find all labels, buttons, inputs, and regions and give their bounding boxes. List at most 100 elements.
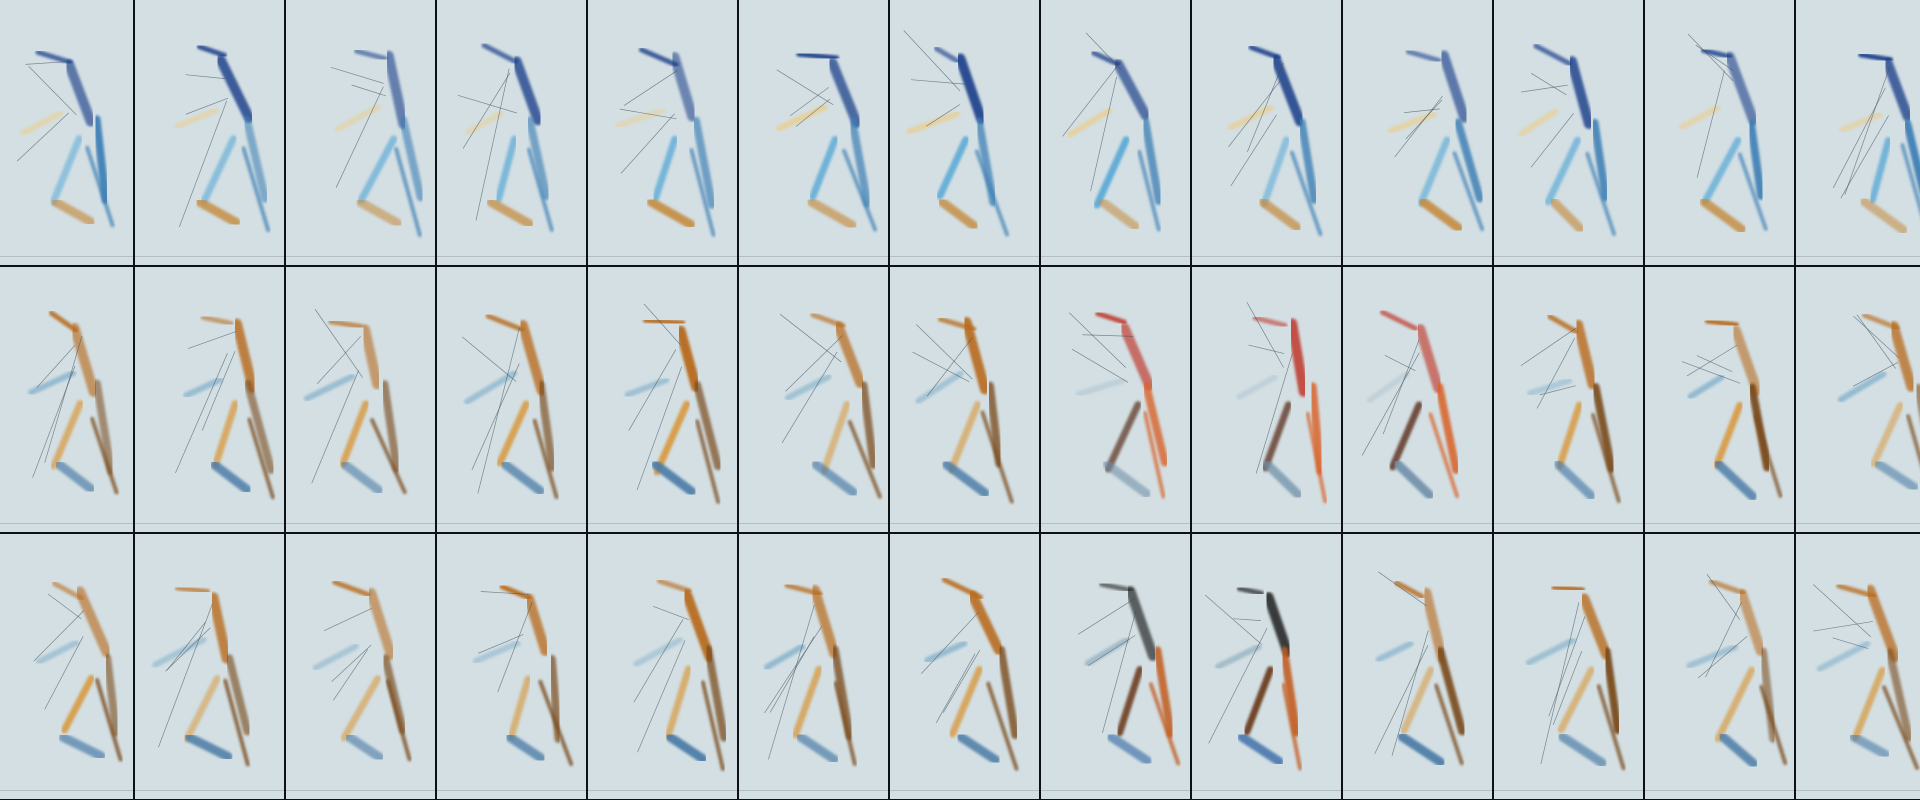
insect-limb-stroke: [51, 581, 85, 601]
insect-limb-stroke: [830, 645, 854, 741]
insect-limb-stroke: [763, 643, 806, 671]
insect-illustration: [174, 44, 271, 233]
insect-illustration: [624, 303, 722, 504]
antenna-line: [795, 98, 831, 127]
figure-panel: [890, 0, 1039, 265]
antenna-line: [1102, 610, 1137, 734]
insect-limb-stroke: [1558, 732, 1607, 768]
antenna-line: [471, 363, 520, 471]
insect-limb-stroke: [1888, 321, 1917, 392]
insect-limb-stroke: [1236, 374, 1278, 401]
insect-limb-stroke: [1400, 666, 1435, 735]
antenna-line: [1697, 635, 1748, 679]
antenna-line: [185, 74, 225, 79]
insect-limb-stroke: [937, 197, 979, 231]
insect-limb-stroke: [74, 586, 112, 658]
insect-limb-stroke: [174, 107, 220, 130]
antenna-line: [1856, 314, 1896, 369]
insect-limb-stroke: [1405, 49, 1442, 63]
insect-limb-stroke: [646, 197, 696, 229]
insect-limb-stroke: [85, 145, 115, 228]
antenna-line: [1840, 115, 1889, 199]
insect-limb-stroke: [985, 381, 1004, 468]
antenna-line: [1062, 61, 1121, 137]
insect-limb-stroke: [1236, 585, 1265, 596]
antenna-line: [1255, 353, 1293, 474]
insect-limb-stroke: [183, 675, 221, 743]
insect-limb-stroke: [212, 400, 239, 469]
antenna-line: [943, 649, 981, 713]
antenna-line: [316, 336, 361, 384]
antenna-line: [201, 350, 236, 431]
insect-limb-stroke: [394, 147, 422, 237]
insect-limb-stroke: [58, 732, 106, 761]
insect-limb-stroke: [1687, 374, 1725, 400]
antenna-line: [462, 72, 511, 149]
insect-illustration: [615, 47, 716, 237]
antenna-line: [1208, 627, 1268, 744]
insect-limb-stroke: [1393, 459, 1435, 500]
insect-limb-stroke: [1148, 682, 1181, 766]
insect-limb-stroke: [1435, 382, 1461, 474]
insect-illustration: [1227, 44, 1323, 237]
insect-illustration: [175, 314, 276, 500]
figure-panel: [1041, 534, 1190, 799]
insect-limb-stroke: [303, 373, 356, 402]
insect-limb-stroke: [1428, 412, 1460, 499]
figure-panel: [739, 534, 888, 799]
panel-footer-rule: [890, 256, 1039, 257]
insect-limb-stroke: [200, 314, 234, 326]
insect-illustration: [33, 581, 123, 762]
panel-footer-rule: [739, 523, 888, 524]
insect-limb-stroke: [225, 654, 252, 736]
insect-limb-stroke: [1084, 637, 1130, 667]
antenna-line: [935, 653, 976, 723]
insect-limb-stroke: [1287, 318, 1309, 397]
insect-limb-stroke: [399, 116, 425, 202]
insect-limb-stroke: [689, 148, 716, 237]
antenna-line: [1530, 113, 1574, 168]
antenna-line: [779, 313, 842, 363]
antenna-line: [461, 336, 517, 382]
insect-illustration: [16, 49, 115, 228]
insect-limb-stroke: [1704, 318, 1740, 328]
insect-limb-stroke: [247, 417, 275, 500]
antenna-line: [1813, 621, 1873, 632]
antenna-line: [1228, 78, 1282, 147]
figure-panel: [1645, 534, 1794, 799]
insect-limb-stroke: [1215, 643, 1262, 670]
insect-limb-stroke: [174, 585, 211, 594]
insect-limb-stroke: [370, 418, 407, 495]
insect-limb-stroke: [833, 321, 866, 389]
antenna-line: [1069, 312, 1127, 368]
antenna-line: [331, 644, 372, 682]
insect-limb-stroke: [1579, 593, 1612, 660]
insect-limb-stroke: [1394, 580, 1425, 600]
insect-illustration: [1520, 314, 1621, 504]
insect-limb-stroke: [955, 53, 987, 125]
insect-limb-stroke: [1557, 666, 1595, 734]
figure-panel: [0, 267, 133, 532]
insect-limb-stroke: [538, 679, 574, 767]
insect-limb-stroke: [92, 115, 110, 204]
insect-limb-stroke: [700, 680, 725, 771]
antenna-line: [1852, 362, 1899, 387]
insect-limb-stroke: [1874, 459, 1919, 492]
insect-limb-stroke: [1258, 197, 1302, 232]
insect-limb-stroke: [652, 135, 679, 202]
insect-limb-stroke: [1700, 47, 1733, 60]
insect-limb-stroke: [936, 136, 970, 200]
insect-limb-stroke: [784, 373, 832, 401]
antenna-line: [1681, 361, 1741, 384]
panel-footer-rule: [135, 523, 284, 524]
figure-panel: [1494, 0, 1643, 265]
insect-limb-stroke: [809, 135, 839, 201]
insect-limb-stroke: [859, 381, 878, 469]
antenna-line: [926, 104, 960, 127]
insect-limb-stroke: [1415, 324, 1444, 394]
panel-footer-rule: [135, 256, 284, 257]
panel-footer-rule: [588, 790, 737, 791]
insect-illustration: [763, 582, 857, 766]
insect-limb-stroke: [1737, 589, 1766, 656]
panel-footer-rule: [1796, 790, 1920, 791]
